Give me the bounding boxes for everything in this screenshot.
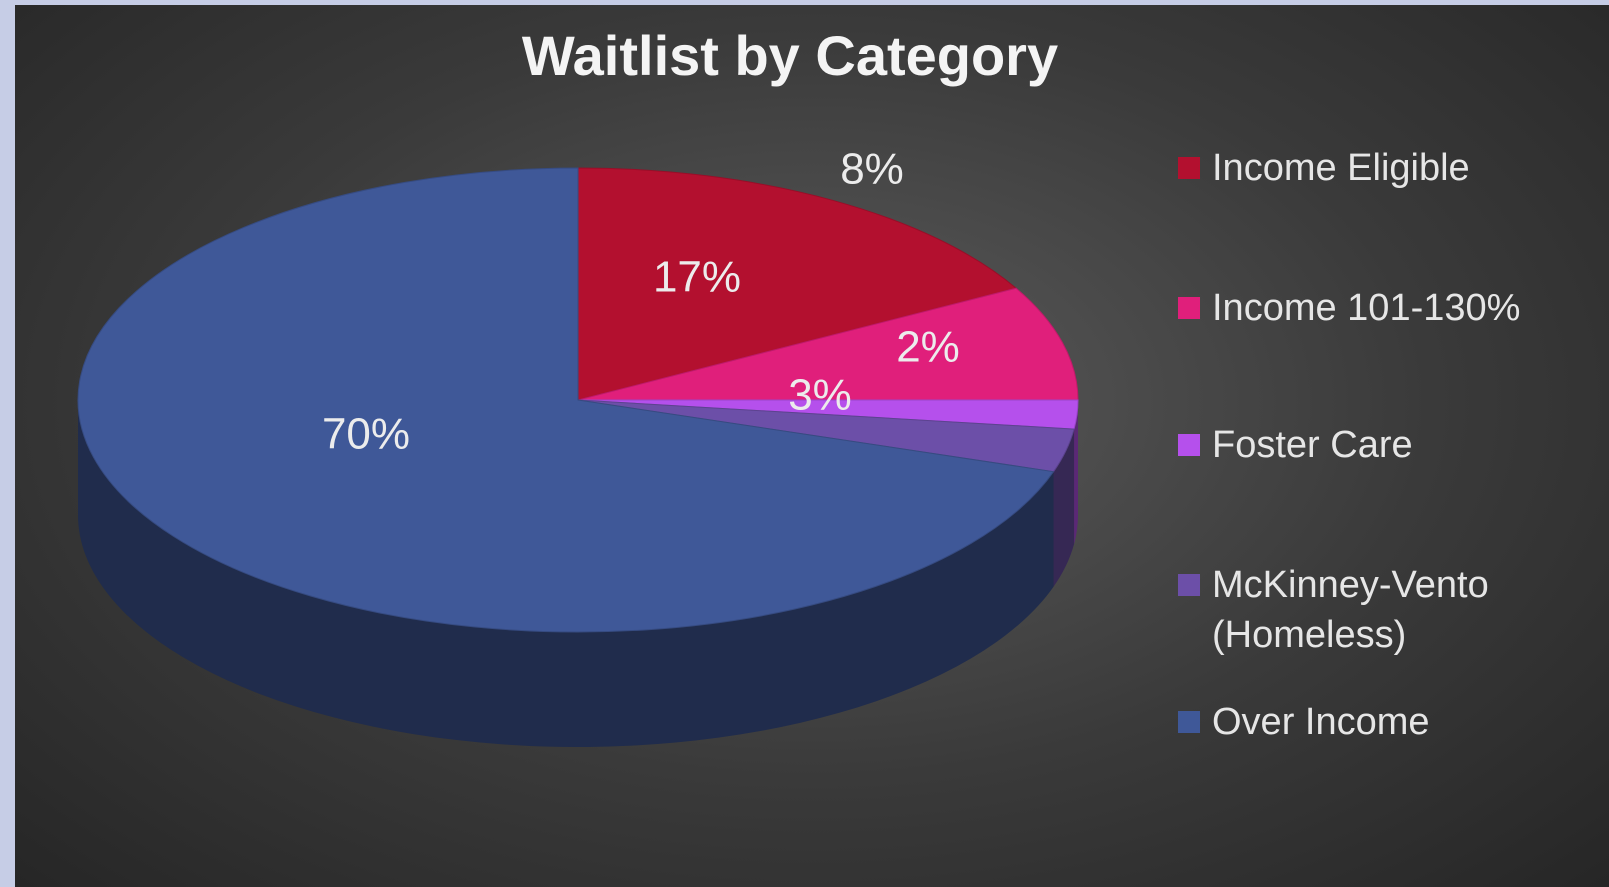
legend-label: Foster Care [1212, 424, 1413, 466]
pie-side [1074, 400, 1078, 545]
legend-label: Over Income [1212, 701, 1430, 743]
pie-slice [77, 167, 1055, 633]
chart-title: Waitlist by Category [522, 24, 1058, 87]
data-label: 17% [653, 253, 741, 302]
legend-label: Income Eligible [1212, 147, 1470, 189]
data-label: 2% [896, 323, 960, 372]
data-label: 3% [788, 371, 852, 420]
legend-swatch [1178, 297, 1200, 319]
pie-side [78, 400, 1054, 747]
legend-swatch [1178, 434, 1200, 456]
data-label: 8% [840, 145, 904, 194]
legend-swatch [1178, 711, 1200, 733]
legend-label: Income 101-130% [1212, 287, 1521, 329]
pie-side [1053, 429, 1075, 587]
legend-label: McKinney-Vento (Homeless) [1212, 564, 1489, 656]
legend-swatch [1178, 157, 1200, 179]
data-label: 70% [322, 410, 410, 459]
legend-swatch [1178, 574, 1200, 596]
pie-slice [577, 287, 1079, 401]
pie-slice [577, 167, 1018, 401]
